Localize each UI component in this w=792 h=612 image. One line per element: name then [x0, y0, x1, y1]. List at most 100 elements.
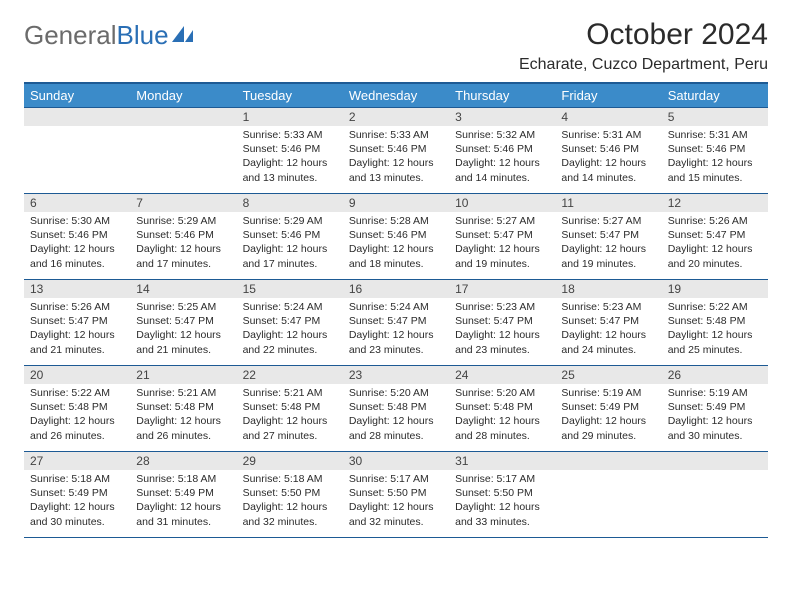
calendar-cell: 24Sunrise: 5:20 AMSunset: 5:48 PMDayligh… [449, 366, 555, 452]
day-detail: Sunrise: 5:29 AMSunset: 5:46 PMDaylight:… [237, 212, 343, 275]
sunrise-text: Sunrise: 5:17 AM [455, 472, 549, 486]
daylight-text: Daylight: 12 hours and 23 minutes. [349, 328, 443, 356]
sunset-text: Sunset: 5:49 PM [30, 486, 124, 500]
sunset-text: Sunset: 5:50 PM [243, 486, 337, 500]
daylight-text: Daylight: 12 hours and 30 minutes. [30, 500, 124, 528]
sunrise-text: Sunrise: 5:26 AM [668, 214, 762, 228]
calendar-cell: 11Sunrise: 5:27 AMSunset: 5:47 PMDayligh… [555, 194, 661, 280]
day-number: 5 [662, 108, 768, 126]
sunrise-text: Sunrise: 5:33 AM [243, 128, 337, 142]
calendar-cell: 18Sunrise: 5:23 AMSunset: 5:47 PMDayligh… [555, 280, 661, 366]
header-row: GeneralBlue October 2024 Echarate, Cuzco… [24, 18, 768, 74]
calendar-cell: 9Sunrise: 5:28 AMSunset: 5:46 PMDaylight… [343, 194, 449, 280]
daylight-text: Daylight: 12 hours and 22 minutes. [243, 328, 337, 356]
day-detail: Sunrise: 5:18 AMSunset: 5:50 PMDaylight:… [237, 470, 343, 533]
day-number: 26 [662, 366, 768, 384]
day-detail: Sunrise: 5:27 AMSunset: 5:47 PMDaylight:… [555, 212, 661, 275]
day-detail: Sunrise: 5:17 AMSunset: 5:50 PMDaylight:… [449, 470, 555, 533]
daylight-text: Daylight: 12 hours and 26 minutes. [136, 414, 230, 442]
empty-day-bar [662, 452, 768, 470]
logo-text-2: Blue [117, 22, 169, 48]
sunrise-text: Sunrise: 5:18 AM [136, 472, 230, 486]
calendar-cell: 6Sunrise: 5:30 AMSunset: 5:46 PMDaylight… [24, 194, 130, 280]
day-detail: Sunrise: 5:31 AMSunset: 5:46 PMDaylight:… [662, 126, 768, 189]
sunset-text: Sunset: 5:47 PM [561, 314, 655, 328]
calendar-cell: 20Sunrise: 5:22 AMSunset: 5:48 PMDayligh… [24, 366, 130, 452]
daylight-text: Daylight: 12 hours and 23 minutes. [455, 328, 549, 356]
sunset-text: Sunset: 5:48 PM [136, 400, 230, 414]
day-detail: Sunrise: 5:17 AMSunset: 5:50 PMDaylight:… [343, 470, 449, 533]
sunrise-text: Sunrise: 5:31 AM [668, 128, 762, 142]
daylight-text: Daylight: 12 hours and 18 minutes. [349, 242, 443, 270]
day-detail: Sunrise: 5:21 AMSunset: 5:48 PMDaylight:… [237, 384, 343, 447]
calendar-cell [24, 108, 130, 194]
sunset-text: Sunset: 5:47 PM [30, 314, 124, 328]
sunrise-text: Sunrise: 5:24 AM [349, 300, 443, 314]
sunset-text: Sunset: 5:47 PM [455, 228, 549, 242]
sunset-text: Sunset: 5:46 PM [349, 228, 443, 242]
daylight-text: Daylight: 12 hours and 19 minutes. [561, 242, 655, 270]
day-number: 9 [343, 194, 449, 212]
weekday-header: Thursday [449, 83, 555, 108]
sunset-text: Sunset: 5:46 PM [243, 228, 337, 242]
day-number: 1 [237, 108, 343, 126]
day-number: 30 [343, 452, 449, 470]
day-detail: Sunrise: 5:22 AMSunset: 5:48 PMDaylight:… [24, 384, 130, 447]
day-number: 18 [555, 280, 661, 298]
daylight-text: Daylight: 12 hours and 21 minutes. [30, 328, 124, 356]
calendar-cell: 29Sunrise: 5:18 AMSunset: 5:50 PMDayligh… [237, 452, 343, 538]
calendar-cell: 1Sunrise: 5:33 AMSunset: 5:46 PMDaylight… [237, 108, 343, 194]
daylight-text: Daylight: 12 hours and 32 minutes. [243, 500, 337, 528]
day-number: 10 [449, 194, 555, 212]
day-number: 6 [24, 194, 130, 212]
sunset-text: Sunset: 5:47 PM [136, 314, 230, 328]
daylight-text: Daylight: 12 hours and 14 minutes. [455, 156, 549, 184]
sunset-text: Sunset: 5:49 PM [561, 400, 655, 414]
calendar-cell: 26Sunrise: 5:19 AMSunset: 5:49 PMDayligh… [662, 366, 768, 452]
sunset-text: Sunset: 5:50 PM [349, 486, 443, 500]
calendar-cell [662, 452, 768, 538]
sunrise-text: Sunrise: 5:20 AM [455, 386, 549, 400]
logo: GeneralBlue [24, 18, 197, 48]
sunrise-text: Sunrise: 5:21 AM [243, 386, 337, 400]
sunset-text: Sunset: 5:46 PM [561, 142, 655, 156]
day-detail: Sunrise: 5:20 AMSunset: 5:48 PMDaylight:… [343, 384, 449, 447]
day-detail: Sunrise: 5:28 AMSunset: 5:46 PMDaylight:… [343, 212, 449, 275]
day-detail: Sunrise: 5:33 AMSunset: 5:46 PMDaylight:… [237, 126, 343, 189]
calendar-cell: 15Sunrise: 5:24 AMSunset: 5:47 PMDayligh… [237, 280, 343, 366]
calendar-cell [130, 108, 236, 194]
day-number: 11 [555, 194, 661, 212]
sunset-text: Sunset: 5:49 PM [136, 486, 230, 500]
sunrise-text: Sunrise: 5:21 AM [136, 386, 230, 400]
daylight-text: Daylight: 12 hours and 21 minutes. [136, 328, 230, 356]
sunset-text: Sunset: 5:49 PM [668, 400, 762, 414]
calendar-cell: 23Sunrise: 5:20 AMSunset: 5:48 PMDayligh… [343, 366, 449, 452]
sunrise-text: Sunrise: 5:20 AM [349, 386, 443, 400]
day-number: 3 [449, 108, 555, 126]
sunset-text: Sunset: 5:46 PM [349, 142, 443, 156]
weekday-header: Sunday [24, 83, 130, 108]
day-number: 19 [662, 280, 768, 298]
sunrise-text: Sunrise: 5:28 AM [349, 214, 443, 228]
daylight-text: Daylight: 12 hours and 17 minutes. [136, 242, 230, 270]
day-detail: Sunrise: 5:19 AMSunset: 5:49 PMDaylight:… [662, 384, 768, 447]
day-number: 7 [130, 194, 236, 212]
day-number: 21 [130, 366, 236, 384]
empty-day-bar [24, 108, 130, 126]
daylight-text: Daylight: 12 hours and 24 minutes. [561, 328, 655, 356]
calendar-table: SundayMondayTuesdayWednesdayThursdayFrid… [24, 82, 768, 538]
daylight-text: Daylight: 12 hours and 15 minutes. [668, 156, 762, 184]
sunrise-text: Sunrise: 5:24 AM [243, 300, 337, 314]
location-subtitle: Echarate, Cuzco Department, Peru [519, 56, 768, 74]
day-detail: Sunrise: 5:31 AMSunset: 5:46 PMDaylight:… [555, 126, 661, 189]
sunset-text: Sunset: 5:48 PM [30, 400, 124, 414]
daylight-text: Daylight: 12 hours and 33 minutes. [455, 500, 549, 528]
daylight-text: Daylight: 12 hours and 32 minutes. [349, 500, 443, 528]
calendar-cell: 7Sunrise: 5:29 AMSunset: 5:46 PMDaylight… [130, 194, 236, 280]
sunset-text: Sunset: 5:46 PM [243, 142, 337, 156]
weekday-header-row: SundayMondayTuesdayWednesdayThursdayFrid… [24, 83, 768, 108]
calendar-week-row: 13Sunrise: 5:26 AMSunset: 5:47 PMDayligh… [24, 280, 768, 366]
day-number: 24 [449, 366, 555, 384]
daylight-text: Daylight: 12 hours and 26 minutes. [30, 414, 124, 442]
day-number: 13 [24, 280, 130, 298]
